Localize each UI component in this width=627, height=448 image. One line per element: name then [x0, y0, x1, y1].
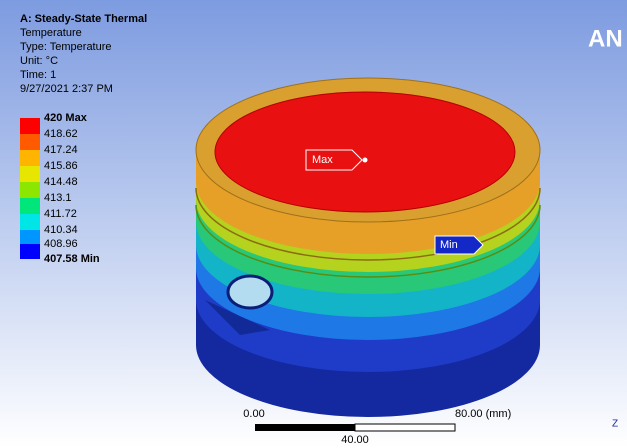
legend-label: 408.96 — [44, 238, 78, 250]
legend-label: 411.72 — [44, 208, 77, 220]
legend-label: 417.24 — [44, 144, 78, 156]
result-title: A: Steady-State Thermal — [20, 13, 147, 25]
legend-label: 407.58 Min — [44, 253, 100, 265]
legend-label: 418.62 — [44, 128, 78, 140]
legend-labels: 420 Max 418.62 417.24 415.86 414.48 413.… — [44, 112, 100, 265]
info-line: Time: 1 — [20, 69, 56, 81]
triad-axis: Z — [612, 419, 618, 430]
max-probe: Max — [305, 149, 368, 171]
legend-colors — [20, 118, 40, 259]
info-line: Type: Temperature — [20, 41, 112, 53]
legend-label: 410.34 — [44, 224, 78, 236]
scale-label: 80.00 (mm) — [455, 408, 511, 420]
legend-label: 415.86 — [44, 160, 78, 172]
info-line: 9/27/2021 2:37 PM — [20, 83, 113, 95]
probe-label: Min — [440, 239, 458, 251]
legend-label: 413.1 — [44, 192, 72, 204]
min-probe: Min — [434, 235, 484, 255]
scale-label: 40.00 — [341, 434, 369, 446]
scale-bar: 0.00 80.00 (mm) 40.00 — [243, 408, 511, 446]
logo: AN — [588, 25, 623, 52]
legend-label: 414.48 — [44, 176, 78, 188]
scale-label: 0.00 — [243, 408, 264, 420]
legend-label: 420 Max — [44, 112, 88, 124]
piston-model — [195, 77, 541, 417]
info-line: Unit: °C — [20, 55, 58, 67]
info-line: Temperature — [20, 27, 82, 39]
probe-label: Max — [312, 154, 333, 166]
